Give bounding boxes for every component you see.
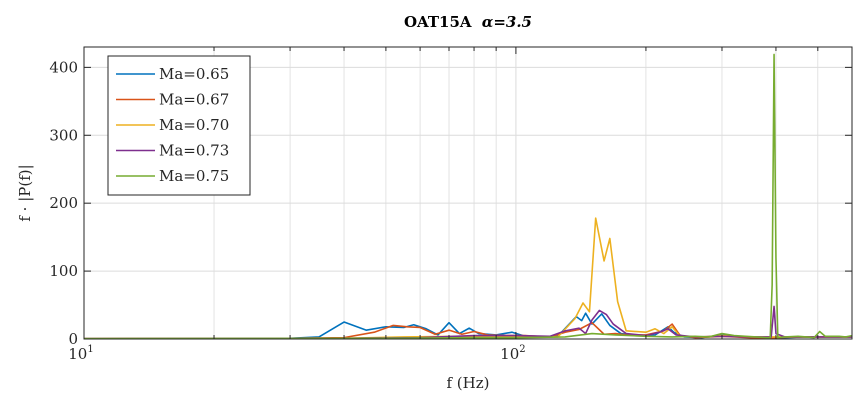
chart-title: OAT15A α=3.5 <box>404 13 532 31</box>
legend: Ma=0.65 Ma=0.67 Ma=0.70 Ma=0.73 Ma=0.75 <box>107 55 251 196</box>
y-tick-label: 0 <box>68 330 78 348</box>
y-tick-label: 200 <box>49 194 78 212</box>
x-tick-label-exponent: 2 <box>519 344 525 355</box>
legend-label: Ma=0.70 <box>159 116 229 134</box>
axis-ticks <box>83 47 853 340</box>
series-layer <box>84 53 852 339</box>
y-tick-label: 100 <box>49 262 78 280</box>
plot-frame <box>83 46 853 340</box>
legend-label: Ma=0.65 <box>159 65 229 83</box>
x-axis-label: f (Hz) <box>446 374 489 392</box>
x-tick-label-base: 10 <box>68 345 87 363</box>
legend-label: Ma=0.73 <box>159 142 229 160</box>
legend-label: Ma=0.67 <box>159 91 229 109</box>
y-tick-label: 400 <box>49 58 78 76</box>
x-tick-label: 102 <box>500 344 525 363</box>
x-tick-label-base: 10 <box>500 345 519 363</box>
chart-title-math: α=3.5 <box>482 13 532 31</box>
chart-title-main: OAT15A <box>404 13 472 31</box>
x-tick-label-exponent: 1 <box>87 344 93 355</box>
legend-label: Ma=0.75 <box>159 167 229 185</box>
series-line <box>84 53 852 339</box>
series-line <box>84 305 852 339</box>
x-tick-label: 101 <box>68 344 93 363</box>
y-axis-label: f · |P(f)| <box>16 164 34 221</box>
y-tick-label: 300 <box>49 126 78 144</box>
